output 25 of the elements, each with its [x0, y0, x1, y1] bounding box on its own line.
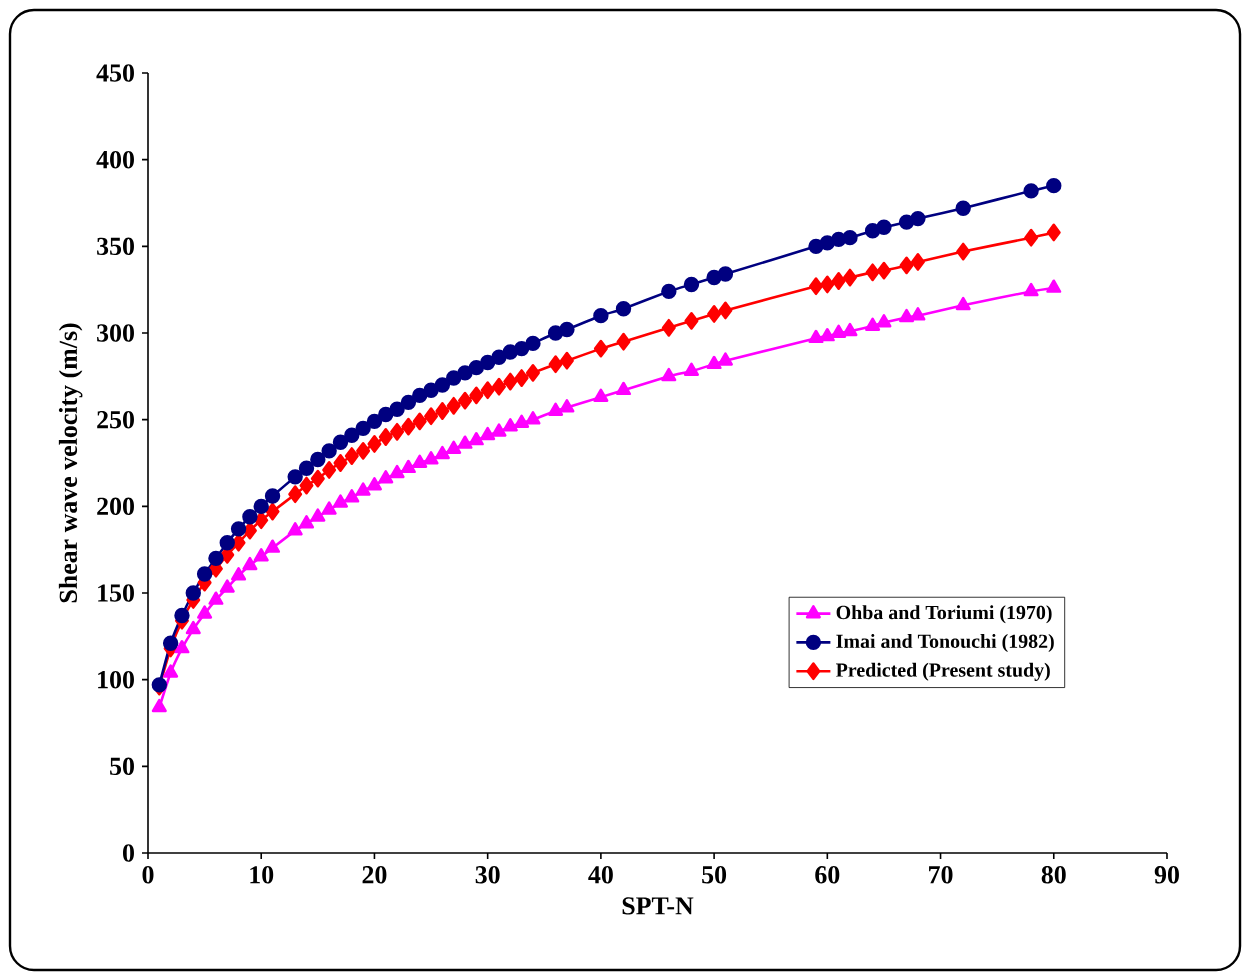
- y-tick-label: 150: [98, 584, 134, 602]
- x-tick-label: 60: [815, 866, 840, 884]
- y-tick-label: 450: [96, 64, 134, 82]
- y-axis-title: Shear wave velocity (m/s): [58, 323, 83, 603]
- legend-label: Ohba and Toriumi (1970): [836, 605, 1052, 624]
- y-tick-label: 50: [110, 757, 134, 776]
- y-tick-label: 350: [97, 237, 134, 256]
- x-tick-label: 70: [929, 866, 953, 884]
- x-tick-label: 50: [702, 866, 727, 884]
- y-tick-label: 400: [96, 150, 134, 169]
- legend-label: Imai and Tonouchi (1982): [836, 633, 1054, 653]
- x-tick-label: 30: [475, 866, 500, 884]
- y-tick-label: 200: [97, 497, 134, 516]
- y-tick-label: 100: [98, 670, 134, 689]
- y-tick-label: 0: [123, 844, 134, 862]
- x-tick-label: 10: [250, 866, 274, 884]
- y-tick-label: 250: [97, 410, 134, 429]
- x-tick-label: 40: [588, 866, 613, 884]
- x-tick-label: 20: [362, 866, 387, 884]
- x-tick-label: 0: [142, 866, 154, 884]
- y-tick-label: 300: [97, 324, 134, 342]
- legend-label: Predicted (Present study): [836, 662, 1050, 681]
- x-tick-label: 80: [1041, 866, 1066, 884]
- x-tick-label: 90: [1154, 866, 1179, 884]
- x-axis-title: SPT-N: [622, 897, 694, 915]
